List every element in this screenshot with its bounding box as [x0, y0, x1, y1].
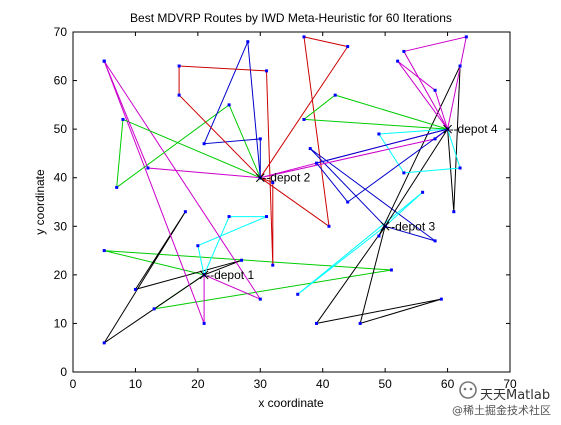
customer-point — [389, 268, 393, 272]
route-line-2 — [103, 211, 242, 344]
customer-point — [296, 292, 300, 296]
customer-point — [258, 137, 262, 141]
customer-point — [458, 166, 462, 170]
route-line-17 — [302, 94, 448, 130]
x-axis-ticks: 0 10 20 30 40 50 60 70 — [70, 32, 517, 391]
customer-point — [314, 321, 318, 325]
y-tick-label: 20 — [54, 268, 68, 282]
y-tick-label: 10 — [54, 316, 68, 330]
customer-point — [227, 103, 231, 107]
customer-point — [458, 64, 462, 68]
customer-point — [346, 200, 350, 204]
customer-point — [146, 166, 150, 170]
axes-box — [72, 31, 511, 373]
depot-label-1: --depot 1 — [206, 268, 254, 282]
depot-marker — [199, 270, 209, 280]
customer-point — [271, 263, 275, 267]
depot-label-3: --depot 3 — [387, 219, 435, 233]
x-tick-label: 20 — [191, 377, 205, 391]
depot-marker — [380, 221, 390, 231]
customer-point — [152, 307, 156, 311]
watermark-title: 天天Matlab — [480, 388, 551, 403]
customer-point — [133, 287, 137, 291]
route-line-16 — [403, 36, 467, 130]
x-tick-label: 30 — [254, 377, 268, 391]
depot-label-2: --depot 2 — [262, 171, 310, 185]
y-axis-label: y coordinate — [33, 169, 47, 235]
customer-point — [402, 49, 406, 53]
customer-point — [302, 117, 306, 121]
x-axis-label: x coordinate — [258, 396, 324, 410]
plot-area — [73, 32, 510, 372]
route-line-15 — [397, 60, 449, 130]
customer-point — [265, 69, 269, 73]
x-tick-label: 10 — [129, 377, 143, 391]
depot-marker — [443, 124, 452, 134]
customer-point — [265, 215, 269, 219]
y-tick-label: 70 — [54, 25, 68, 39]
customer-point — [433, 137, 437, 141]
customer-point — [115, 185, 119, 189]
customer-point — [177, 93, 181, 97]
x-tick-label: 70 — [503, 377, 517, 391]
y-tick-label: 50 — [54, 122, 68, 136]
customer-point — [327, 224, 331, 228]
customer-point — [227, 215, 231, 219]
customer-point — [102, 249, 106, 253]
depot-labels: --depot 1 --depot 2 --depot 3 --depot 4 — [199, 122, 498, 282]
watermark: 天天Matlab @稀土掘金技术社区 — [452, 378, 557, 418]
customer-point — [202, 321, 206, 325]
customer-point — [377, 132, 381, 136]
y-tick-label: 60 — [54, 74, 68, 88]
y-tick-label: 40 — [54, 171, 68, 185]
customer-point — [358, 321, 362, 325]
route-line-10 — [309, 148, 436, 242]
customer-point — [346, 45, 350, 49]
y-tick-label: 30 — [54, 219, 68, 233]
watermark-source: @稀土掘金技术社区 — [452, 404, 551, 417]
route-line-11 — [297, 191, 423, 295]
customer-point — [202, 142, 206, 146]
customer-point — [246, 40, 250, 44]
customer-point — [333, 93, 337, 97]
customer-point — [183, 210, 187, 214]
y-tick-label: 0 — [60, 365, 67, 379]
customer-point — [271, 181, 275, 185]
logo-icon — [459, 381, 477, 399]
customer-point — [308, 147, 312, 151]
depot-marker — [255, 173, 265, 183]
route-line-19 — [315, 128, 448, 203]
customer-point — [302, 35, 306, 39]
x-tick-label: 50 — [378, 377, 392, 391]
customer-point — [433, 239, 437, 243]
x-tick-label: 0 — [70, 377, 77, 391]
customer-point — [439, 297, 443, 301]
customer-point — [433, 88, 437, 92]
customer-point — [402, 171, 406, 175]
customer-point — [377, 234, 381, 238]
customer-point — [396, 59, 400, 63]
y-axis-ticks: 0 10 20 30 40 50 60 70 — [54, 25, 510, 379]
customer-point — [121, 117, 125, 121]
customer-point — [177, 64, 181, 68]
depot-label-4: --depot 4 — [450, 122, 498, 136]
customer-point — [240, 258, 244, 262]
customer-point — [452, 210, 456, 214]
customer-point — [421, 190, 425, 194]
customer-point — [102, 59, 106, 63]
chart-title: Best MDVRP Routes by IWD Meta-Heuristic … — [130, 11, 452, 25]
x-tick-label: 40 — [316, 377, 330, 391]
customer-point — [102, 341, 106, 345]
customer-point — [314, 161, 318, 165]
customer-point — [258, 297, 262, 301]
x-tick-label: 60 — [441, 377, 455, 391]
customer-point — [196, 244, 200, 248]
customer-point — [464, 35, 468, 39]
